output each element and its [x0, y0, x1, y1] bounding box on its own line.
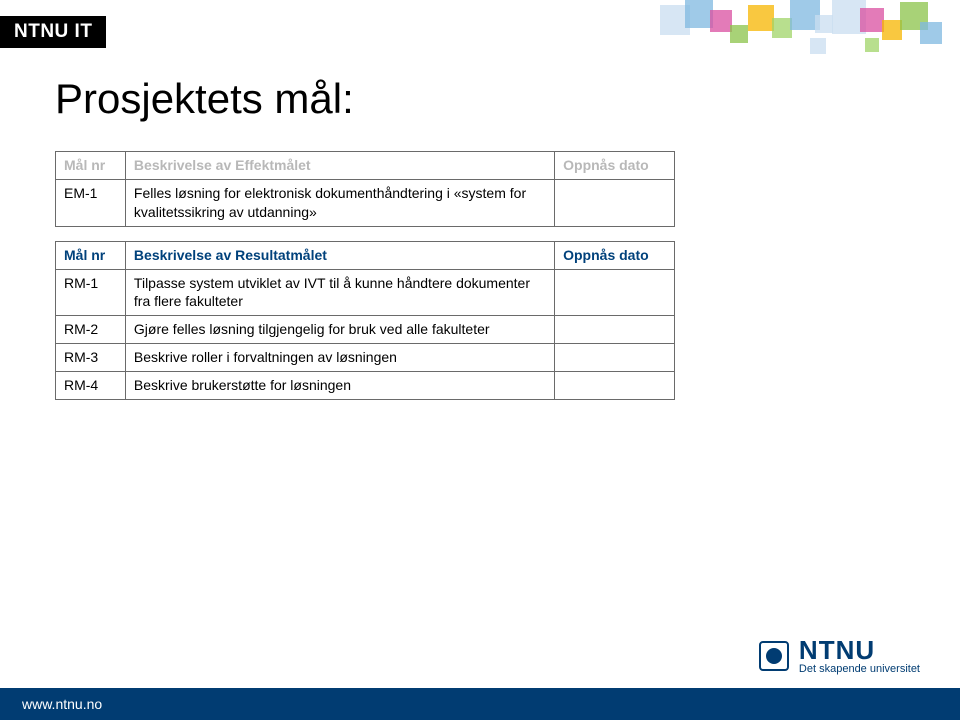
t2-col-date: Oppnås dato [555, 241, 675, 269]
cell-desc: Beskrive roller i forvaltningen av løsni… [125, 344, 554, 372]
deco-block [710, 10, 732, 32]
table-row: RM-2Gjøre felles løsning tilgjengelig fo… [56, 316, 675, 344]
effektmal-table: Mål nr Beskrivelse av Effektmålet Oppnås… [55, 151, 675, 227]
t1-col-date: Oppnås dato [555, 152, 675, 180]
cell-desc: Felles løsning for elektronisk dokumenth… [125, 179, 554, 226]
slide-content: Prosjektets mål: Mål nr Beskrivelse av E… [55, 75, 905, 414]
ntnu-logo: NTNU Det skapende universitet [759, 637, 920, 675]
ntnu-logo-icon [759, 641, 789, 671]
cell-date [555, 344, 675, 372]
t1-col-nr: Mål nr [56, 152, 126, 180]
deco-block [920, 22, 942, 44]
deco-block [810, 38, 826, 54]
cell-date [555, 316, 675, 344]
table-row: RM-1Tilpasse system utviklet av IVT til … [56, 269, 675, 316]
cell-date [555, 179, 675, 226]
footer-bar: www.ntnu.no [0, 688, 960, 720]
cell-date [555, 269, 675, 316]
brand-text: NTNU IT [14, 21, 92, 42]
cell-nr: EM-1 [56, 179, 126, 226]
deco-block [860, 8, 884, 32]
cell-nr: RM-4 [56, 372, 126, 400]
ntnu-logo-text: NTNU [799, 637, 920, 663]
deco-block [772, 18, 792, 38]
cell-desc: Tilpasse system utviklet av IVT til å ku… [125, 269, 554, 316]
cell-nr: RM-1 [56, 269, 126, 316]
cell-nr: RM-3 [56, 344, 126, 372]
t1-col-desc: Beskrivelse av Effektmålet [125, 152, 554, 180]
cell-desc: Beskrive brukerstøtte for løsningen [125, 372, 554, 400]
deco-block [685, 0, 713, 28]
cell-nr: RM-2 [56, 316, 126, 344]
deco-block [748, 5, 774, 31]
decorative-squares [660, 0, 960, 70]
brand-badge: NTNU IT [0, 16, 106, 48]
page-title: Prosjektets mål: [55, 75, 905, 123]
cell-desc: Gjøre felles løsning tilgjengelig for br… [125, 316, 554, 344]
deco-block [730, 25, 748, 43]
t2-col-desc: Beskrivelse av Resultatmålet [125, 241, 554, 269]
resultatmal-table: Mål nr Beskrivelse av Resultatmålet Oppn… [55, 241, 675, 400]
deco-block [882, 20, 902, 40]
cell-date [555, 372, 675, 400]
t2-col-nr: Mål nr [56, 241, 126, 269]
ntnu-logo-tagline: Det skapende universitet [799, 663, 920, 675]
table-row: RM-4Beskrive brukerstøtte for løsningen [56, 372, 675, 400]
deco-block [865, 38, 879, 52]
table-row: RM-3Beskrive roller i forvaltningen av l… [56, 344, 675, 372]
table-row: EM-1Felles løsning for elektronisk dokum… [56, 179, 675, 226]
deco-block [815, 15, 833, 33]
footer-url: www.ntnu.no [22, 696, 102, 712]
